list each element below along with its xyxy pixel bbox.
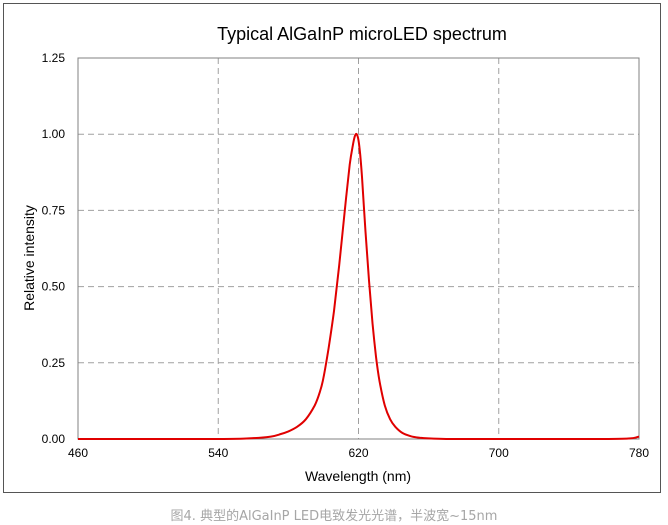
y-tick-label: 0.25 bbox=[42, 356, 66, 370]
series-line bbox=[78, 132, 640, 441]
y-tick-label: 0.50 bbox=[42, 280, 66, 294]
plot-area bbox=[77, 57, 640, 440]
x-axis-title: Wavelength (nm) bbox=[305, 468, 411, 484]
chart-frame bbox=[3, 3, 661, 493]
x-tick-label: 620 bbox=[348, 446, 368, 460]
figure-caption: 图4. 典型的AlGaInP LED电致发光光谱，半波宽~15nm bbox=[170, 509, 498, 524]
y-tick-label: 1.00 bbox=[42, 127, 66, 141]
x-tick-label: 780 bbox=[629, 446, 649, 460]
x-tick-label: 700 bbox=[489, 446, 509, 460]
x-tick-label: 540 bbox=[208, 446, 228, 460]
y-tick-label: 1.25 bbox=[42, 51, 66, 65]
y-axis-title: Relative intensity bbox=[21, 205, 37, 311]
y-tick-label: 0.00 bbox=[42, 432, 66, 446]
y-tick-label: 0.75 bbox=[42, 203, 66, 217]
spectrum-chart: Typical AlGaInP microLED spectrum 460 540… bbox=[21, 24, 650, 484]
chart-title: Typical AlGaInP microLED spectrum bbox=[217, 24, 507, 44]
axis-ticks: 460 540 620 700 780 0.00 0.25 0.50 0.75 1.00 1.25 bbox=[42, 51, 650, 460]
grid-lines bbox=[78, 58, 639, 439]
x-tick-label: 460 bbox=[68, 446, 88, 460]
